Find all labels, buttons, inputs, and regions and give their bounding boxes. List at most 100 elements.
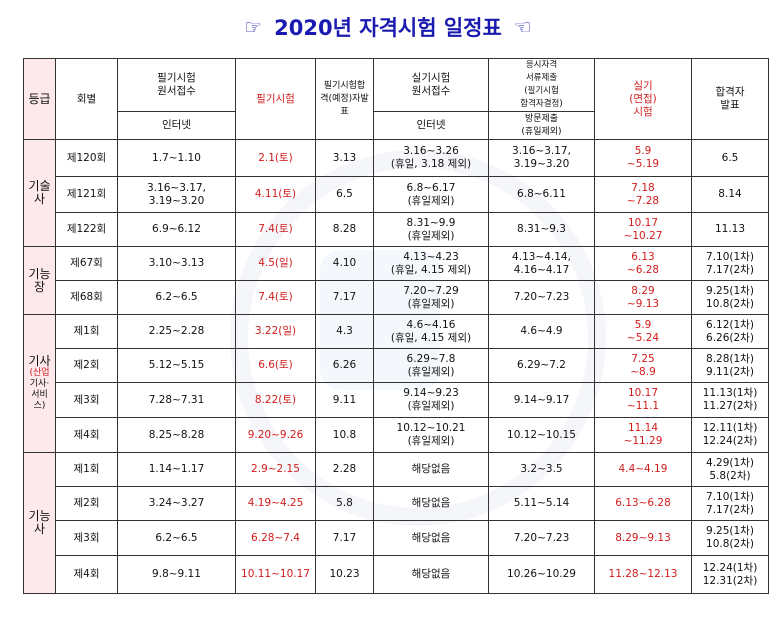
practical-apply-cell-line2: (휴일제외) — [407, 365, 455, 378]
written-result-cell: 4.3 — [315, 314, 374, 349]
written-result-cell-line1: 7.17 — [332, 531, 357, 544]
written-exam-cell-line1: 4.5(일) — [258, 257, 293, 269]
written-exam-cell-line1: 2.1(토) — [258, 151, 293, 164]
final-cell: 4.29(1차) 5.8(2차) — [691, 452, 769, 487]
written-apply-cell: 2.25~2.28 — [117, 314, 236, 349]
practical-exam-cell-line1: 5.9 — [634, 145, 652, 157]
written-result-cell: 2.28 — [315, 452, 374, 487]
written-apply-cell: 3.24~3.27 — [117, 486, 236, 521]
table-row: 기능 사 제1회 1.14~1.17 2.9~2.15 2.28 해당없음 3.2~3.5 4.… — [23, 452, 769, 594]
written-apply-cell-line1: 2.25~2.28 — [148, 325, 205, 337]
written-result-cell: 5.8 — [315, 486, 374, 521]
grade-cell: 기능 사 — [23, 452, 56, 594]
round-cell: 제121회 — [55, 176, 118, 213]
written-apply-cell-line1: 1.7~1.10 — [152, 151, 201, 164]
round-cell-line1: 제1회 — [73, 463, 100, 475]
final-cell-line1: 8.28(1차) — [706, 352, 754, 365]
written-exam-cell-line1: 3.22(일) — [254, 325, 297, 337]
practical-apply-cell: 9.14~9.23 (휴일제외) — [373, 382, 489, 418]
practical-apply-cell-line1: 해당없음 — [411, 463, 451, 475]
final-cell: 9.25(1차) 10.8(2차) — [691, 520, 769, 556]
written-exam-cell: 9.20~9.26 — [235, 417, 316, 453]
table-row: 제3회 7.28~7.31 8.22(토) 9.11 9.14~9.23 (휴일제외) 9.… — [24, 382, 769, 418]
written-result-cell: 6.5 — [315, 176, 374, 213]
docs-cell-line1: 3.2~3.5 — [520, 463, 563, 475]
grade-cell: 기술 사 — [23, 139, 56, 247]
written-result-cell-line1: 6.5 — [336, 188, 353, 200]
practical-exam-cell: 10.17 ~11.1 — [594, 382, 692, 418]
header-docs: 응시자격 서류제출 (필기시험 합격자결정) — [488, 58, 595, 112]
final-cell-line2: 9.11(2차) — [706, 365, 754, 378]
written-result-cell-line1: 9.11 — [332, 393, 357, 406]
round-cell-line1: 제1회 — [73, 325, 100, 337]
practical-apply-cell: 해당없음 — [373, 486, 489, 521]
header-docs-l3: (필기시험 — [524, 86, 559, 96]
final-cell-line1: 4.29(1차) — [706, 456, 754, 469]
practical-apply-cell-line1: 7.20~7.29 — [403, 284, 459, 297]
final-cell: 7.10(1차) 7.17(2차) — [691, 246, 769, 281]
practical-apply-cell-line2: (휴일, 4.15 제외) — [390, 331, 472, 344]
final-cell-line1: 7.10(1차) — [706, 250, 754, 263]
pointing-hand-right-icon: ☜ — [513, 15, 532, 39]
final-cell-line1: 12.11(1차) — [702, 422, 758, 434]
grade-label-line2: (산업 — [29, 368, 50, 378]
round-cell: 제120회 — [55, 139, 118, 177]
docs-cell: 6.8~6.11 — [488, 176, 595, 213]
written-exam-cell: 6.28~7.4 — [235, 520, 316, 556]
final-cell-line1: 11.13 — [714, 223, 746, 235]
page-title: ☞ 2020년 자격시험 일정표 ☜ — [0, 12, 776, 42]
grade-label-line2: 사 — [33, 522, 46, 536]
docs-cell-line1: 7.20~7.23 — [513, 531, 570, 544]
practical-exam-cell-line2: ~11.1 — [626, 400, 660, 412]
final-cell-line2: 12.31(2차) — [702, 574, 758, 587]
written-result-cell: 7.17 — [315, 280, 374, 315]
written-apply-cell: 7.28~7.31 — [117, 382, 236, 418]
written-apply-cell-line1: 3.24~3.27 — [148, 497, 205, 509]
practical-apply-cell: 해당없음 — [373, 520, 489, 556]
practical-exam-cell: 5.9 ~5.24 — [594, 314, 692, 349]
practical-apply-cell: 6.8~6.17 (휴일제외) — [373, 176, 489, 213]
written-apply-cell-line1: 7.28~7.31 — [148, 393, 205, 406]
written-exam-cell-line1: 6.28~7.4 — [251, 531, 300, 544]
round-cell: 제3회 — [55, 520, 118, 556]
final-cell-line2: 5.8(2차) — [709, 469, 751, 482]
written-apply-cell: 3.10~3.13 — [117, 246, 236, 281]
practical-apply-cell-line1: 해당없음 — [411, 497, 451, 509]
final-cell-line1: 9.25(1차) — [706, 284, 754, 297]
practical-exam-cell: 5.9 ~5.19 — [594, 139, 692, 177]
written-exam-cell-line1: 4.11(토) — [254, 188, 297, 200]
practical-exam-cell: 7.25 ~8.9 — [594, 348, 692, 383]
docs-cell: 5.11~5.14 — [488, 486, 595, 521]
header-docs-l4: 합격자결정) — [520, 99, 563, 109]
written-apply-cell-line1: 8.25~8.28 — [148, 428, 205, 441]
table-row: 제2회 3.24~3.27 4.19~4.25 5.8 해당없음 5.11~5.14 6.1… — [24, 486, 769, 521]
header-internet-practical: 인터넷 — [373, 111, 489, 140]
header-written-exam: 필기시험 — [235, 58, 316, 140]
written-apply-cell: 3.16~3.17, 3.19~3.20 — [117, 176, 236, 213]
practical-apply-cell-line1: 3.16~3.26 — [403, 145, 459, 157]
practical-exam-cell: 11.14 ~11.29 — [594, 417, 692, 453]
round-cell-line1: 제121회 — [66, 188, 107, 200]
final-cell: 9.25(1차) 10.8(2차) — [691, 280, 769, 315]
practical-apply-cell-line1: 4.13~4.23 — [403, 250, 459, 263]
final-cell: 11.13(1차) 11.27(2차) — [691, 382, 769, 418]
docs-cell-line1: 8.31~9.3 — [517, 223, 566, 235]
written-result-cell-line1: 2.28 — [332, 463, 357, 475]
practical-exam-cell-line2: ~7.28 — [626, 194, 660, 207]
practical-apply-cell-line1: 10.12~10.21 — [396, 422, 466, 434]
grade-label-line1: 기능 — [28, 266, 51, 281]
docs-cell: 8.31~9.3 — [488, 212, 595, 247]
practical-apply-cell-line1: 해당없음 — [411, 531, 451, 544]
written-exam-cell: 4.19~4.25 — [235, 486, 316, 521]
grade-label-line2: 장 — [33, 279, 46, 294]
docs-cell: 4.6~4.9 — [488, 314, 595, 349]
practical-apply-cell-line1: 4.6~4.16 — [406, 318, 456, 331]
written-apply-cell-line1: 3.16~3.17, — [147, 181, 206, 194]
practical-apply-cell-line2: (휴일제외) — [407, 400, 455, 412]
docs-cell: 3.16~3.17, 3.19~3.20 — [488, 139, 595, 177]
written-apply-cell-line1: 9.8~9.11 — [152, 568, 201, 580]
practical-apply-cell: 7.20~7.29 (휴일제외) — [373, 280, 489, 315]
header-written-result-l2: 격(예정)자발 — [320, 93, 369, 104]
practical-apply-cell: 4.6~4.16 (휴일, 4.15 제외) — [373, 314, 489, 349]
practical-apply-cell-line2: (휴일, 4.15 제외) — [390, 263, 472, 276]
